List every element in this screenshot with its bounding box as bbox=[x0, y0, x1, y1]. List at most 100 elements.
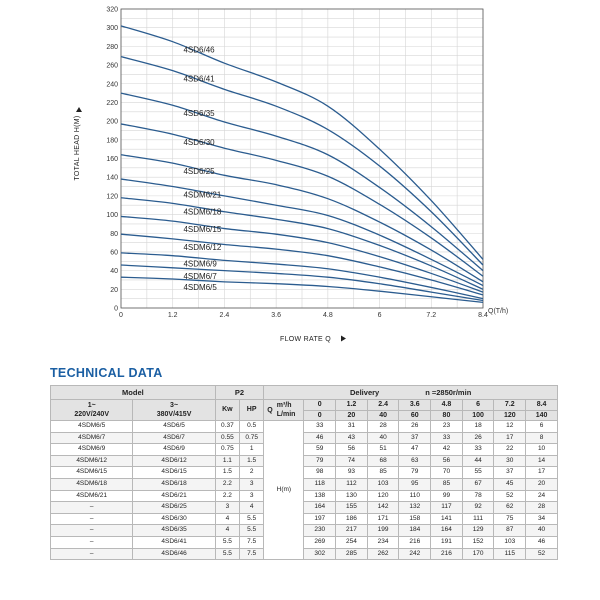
head-value-cell: 164 bbox=[430, 524, 463, 537]
head-value-cell: 33 bbox=[303, 420, 337, 433]
head-value-cell: 230 bbox=[303, 524, 337, 537]
x-unit-label: Q(T/h) bbox=[488, 308, 508, 315]
head-value-cell: 254 bbox=[335, 535, 368, 549]
head-value-cell: 17 bbox=[493, 431, 527, 445]
head-value-cell: 33 bbox=[461, 443, 495, 456]
head-value-cell: 118 bbox=[303, 477, 337, 491]
head-value-cell: 78 bbox=[461, 489, 495, 503]
delivery-header: Delivery n =2850r/min bbox=[263, 385, 558, 400]
kw-cell: 4 bbox=[214, 512, 241, 526]
x-tick-label: 7.2 bbox=[426, 312, 436, 319]
kw-cell: 0.75 bbox=[214, 443, 241, 456]
kw-cell: 5.5 bbox=[214, 535, 241, 549]
head-value-cell: 46 bbox=[525, 535, 558, 549]
head-value-cell: 85 bbox=[430, 477, 463, 491]
model-3phase-cell: 4SD6/41 bbox=[132, 535, 216, 549]
model-header: Model bbox=[50, 385, 216, 400]
lmin-value: 80 bbox=[430, 409, 463, 421]
y-axis-label: TOTAL HEAD H(M) bbox=[74, 115, 81, 180]
model-3phase-cell: 4SD6/15 bbox=[132, 466, 216, 479]
table-row: 4SDM6/12 4SD6/12 1.1 1.5 79 74 68 63 56 44 30 14 bbox=[49, 454, 558, 468]
lmin-value: 40 bbox=[366, 409, 400, 421]
table-row: –4SD6/41 5.5 7.5 269 254 234 216 191 152 103 46 bbox=[49, 535, 558, 549]
kw-cell: 0.55 bbox=[214, 431, 241, 445]
m3h-value: 3.6 bbox=[398, 399, 432, 411]
model-3phase-cell: 4SD6/30 bbox=[132, 512, 216, 526]
model-1phase-cell: 4SDM6/18 bbox=[49, 477, 134, 491]
hp-cell: 7.5 bbox=[239, 535, 265, 549]
kw-cell: 1.1 bbox=[214, 454, 241, 468]
head-value-cell: 164 bbox=[303, 501, 337, 514]
head-value-cell: 26 bbox=[398, 420, 432, 433]
kw-cell: 0.37 bbox=[214, 420, 241, 433]
m3h-value: 4.8 bbox=[430, 399, 463, 411]
curve-line bbox=[120, 56, 484, 266]
y-tick-label: 160 bbox=[106, 156, 118, 163]
y-tick-label: 60 bbox=[110, 249, 118, 256]
kw-cell: 1.5 bbox=[214, 466, 241, 479]
x-tick-label: 0 bbox=[119, 312, 123, 319]
hp-cell: 0.75 bbox=[239, 431, 265, 445]
head-value-cell: 37 bbox=[398, 431, 432, 445]
lmin-value: 0 bbox=[303, 409, 337, 421]
model-1phase-cell: – bbox=[49, 535, 134, 549]
head-value-cell: 40 bbox=[525, 524, 558, 537]
hp-cell: 2 bbox=[239, 466, 265, 479]
model-1phase-cell: 4SDM6/7 bbox=[49, 431, 134, 445]
head-value-cell: 44 bbox=[461, 454, 495, 468]
y-tick-label: 260 bbox=[106, 63, 118, 70]
x-tick-label: 8.4 bbox=[478, 312, 488, 319]
hp-cell: 1 bbox=[239, 443, 265, 456]
table-row: –4SD6/30 4 5.5 197 186 171 158 141 111 75 34 bbox=[49, 512, 558, 526]
head-value-cell: 155 bbox=[335, 501, 368, 514]
curve-line bbox=[120, 264, 484, 302]
head-value-cell: 93 bbox=[335, 466, 368, 479]
head-value-cell: 186 bbox=[335, 512, 368, 526]
model-3phase-cell: 4SD6/21 bbox=[132, 489, 216, 503]
single-phase-header: 1~ 220V/240V bbox=[49, 399, 134, 421]
head-value-cell: 112 bbox=[335, 477, 368, 491]
head-value-cell: 87 bbox=[493, 524, 527, 537]
model-1phase-cell: 4SDM6/15 bbox=[49, 466, 134, 479]
y-tick-label: 180 bbox=[106, 137, 118, 144]
model-1phase-cell: 4SDM6/21 bbox=[49, 489, 134, 503]
model-1phase-cell: 4SDM6/12 bbox=[49, 454, 134, 468]
head-value-cell: 141 bbox=[430, 512, 463, 526]
curve-line bbox=[120, 233, 484, 296]
head-value-cell: 52 bbox=[493, 489, 527, 503]
table-row: 4SDM6/15 4SD6/15 1.5 2 98 93 85 79 70 55 37 17 bbox=[49, 466, 558, 479]
head-value-cell: 75 bbox=[493, 512, 527, 526]
model-3phase-cell: 4SD6/35 bbox=[132, 524, 216, 537]
y-axis-arrow-icon bbox=[76, 107, 82, 112]
delivery-label: Delivery bbox=[350, 388, 380, 397]
model-3phase-cell: 4SD6/12 bbox=[132, 454, 216, 468]
hp-cell: 5.5 bbox=[239, 524, 265, 537]
model-3phase-cell: 4SD6/18 bbox=[132, 477, 216, 491]
head-value-cell: 130 bbox=[335, 489, 368, 503]
table-row: 4SDM6/9 4SD6/9 0.75 1 59 56 51 47 42 33 22 10 bbox=[49, 443, 558, 456]
x-axis-arrow-icon bbox=[341, 335, 346, 342]
head-value-cell: 28 bbox=[366, 420, 400, 433]
m3h-value: 6 bbox=[461, 399, 495, 411]
y-tick-label: 100 bbox=[106, 212, 118, 219]
curve-label: 4SD6/35 bbox=[183, 109, 215, 118]
lmin-value: 120 bbox=[493, 409, 527, 421]
m3h-unit: m³/h bbox=[276, 402, 292, 409]
curve-label: 4SD6/41 bbox=[183, 75, 215, 84]
head-value-cell: 68 bbox=[366, 454, 400, 468]
plot-frame bbox=[120, 8, 484, 309]
head-value-cell: 199 bbox=[366, 524, 400, 537]
head-value-cell: 171 bbox=[366, 512, 400, 526]
q-units: m³/h L/min bbox=[277, 401, 296, 419]
curve-label: 4SDM6/12 bbox=[183, 243, 221, 252]
y-tick-label: 20 bbox=[110, 287, 118, 294]
table-row: 4SDM6/18 4SD6/18 2.2 3 118 112 103 95 85 67 45 20 bbox=[49, 477, 558, 491]
x-tick-label: 2.4 bbox=[220, 312, 230, 319]
x-tick-label: 4.8 bbox=[323, 312, 333, 319]
technical-data-title: TECHNICAL DATA bbox=[50, 366, 163, 380]
curve-line bbox=[120, 197, 484, 290]
table-row: –4SD6/25 3 4 164 155 142 132 117 92 62 28 bbox=[49, 501, 558, 514]
head-value-cell: 23 bbox=[430, 420, 463, 433]
